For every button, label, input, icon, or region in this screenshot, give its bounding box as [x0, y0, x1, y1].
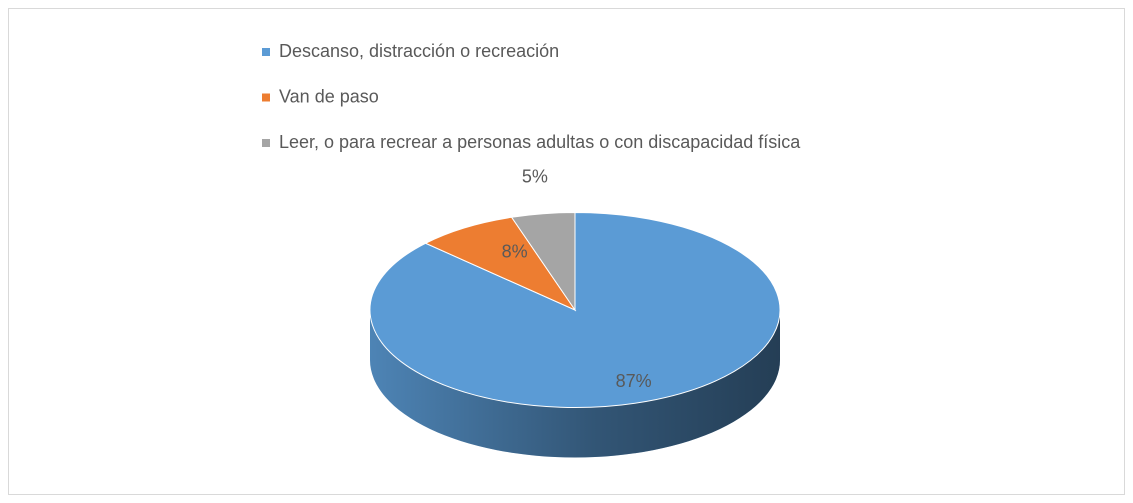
data-label: 87% — [616, 371, 652, 391]
legend-swatch — [262, 93, 270, 102]
slice — [510, 211, 576, 312]
legend-label: Descanso, distracción o recreación — [279, 41, 559, 61]
data-label: 5% — [522, 166, 548, 186]
legend-swatch — [262, 48, 270, 56]
legend-label: Van de paso — [279, 86, 379, 106]
slice — [424, 216, 577, 312]
legend-swatch — [262, 139, 270, 147]
data-label: 8% — [502, 241, 528, 261]
slice-side-shade — [370, 310, 780, 458]
legend-label: Leer, o para recrear a personas adultas … — [279, 132, 801, 152]
